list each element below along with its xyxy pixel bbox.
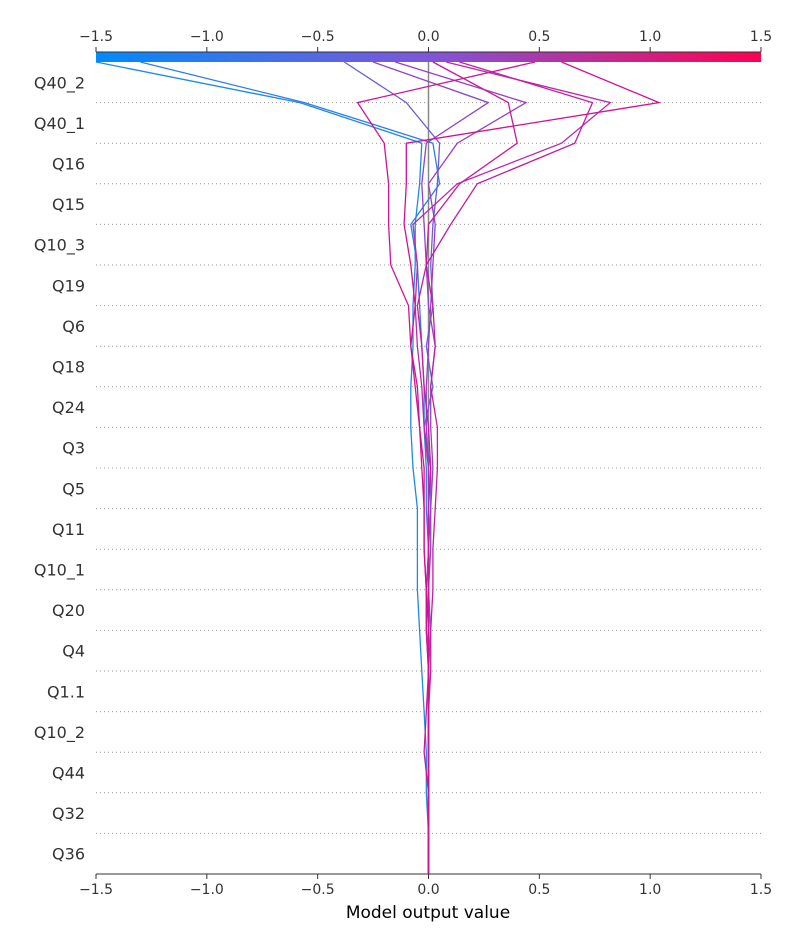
series-lines [95,61,662,874]
series-line-2 [140,61,441,874]
series-line-1 [95,61,430,874]
bottom-ticks: −1.5 −1.0 −0.5 0.0 0.5 1.0 1.5 [79,874,772,898]
top-ticks: −1.5 −1.0 −0.5 0.0 0.5 1.0 1.5 [79,29,772,52]
feature-label: Q40_1 [34,114,85,134]
feature-label: Q36 [52,845,85,864]
series-line-7 [425,61,594,874]
top-tick-label: −0.5 [301,29,335,45]
bottom-tick-label: 1.5 [750,882,772,898]
feature-label: Q1.1 [47,682,85,701]
feature-label: Q32 [52,804,85,823]
top-tick-label: 1.0 [639,29,661,45]
bottom-tick-label: 0.5 [528,882,550,898]
top-tick-label: 1.5 [750,29,772,45]
feature-label: Q6 [62,317,85,336]
top-tick-label: 0.0 [417,29,439,45]
feature-label: Q19 [52,276,85,295]
feature-label: Q16 [52,155,85,174]
series-line-8 [416,61,518,874]
feature-label: Q44 [52,764,85,783]
feature-label: Q18 [52,358,85,377]
feature-label: Q11 [52,520,85,539]
bottom-tick-label: 1.0 [639,882,661,898]
series-line-10 [403,61,662,874]
feature-label: Q10_2 [34,723,85,743]
bottom-tick-label: −0.5 [301,882,335,898]
series-line-3 [343,61,441,874]
colorbar [96,52,761,62]
feature-label: Q40_2 [34,73,85,93]
feature-labels: Q40_2 Q40_1 Q16 Q15 Q10_3 Q19 Q6 Q18 Q24 Q3 Q5 Q11 Q… [34,73,85,863]
feature-label: Q15 [52,195,85,214]
top-tick-label: 0.5 [528,29,550,45]
feature-label: Q10_3 [34,236,85,256]
bottom-tick-label: −1.0 [190,882,224,898]
top-tick-label: −1.5 [79,29,113,45]
feature-label: Q20 [52,601,85,620]
bottom-tick-label: −1.5 [79,882,113,898]
feature-label: Q5 [62,479,85,498]
top-tick-label: −1.0 [190,29,224,45]
feature-label: Q3 [62,439,85,458]
x-axis-title: Model output value [346,903,510,923]
feature-label: Q10_1 [34,561,85,581]
feature-label: Q24 [52,398,85,417]
feature-label: Q4 [62,642,85,661]
bottom-tick-label: 0.0 [417,882,439,898]
top-axis [96,51,761,62]
